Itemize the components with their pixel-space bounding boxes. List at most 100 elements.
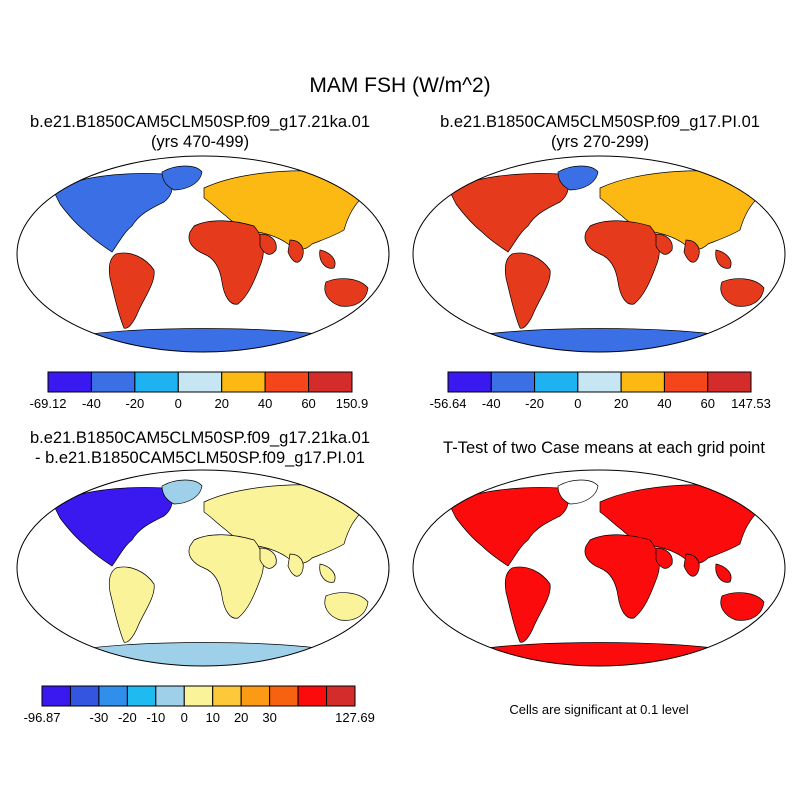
panel-ttest-title: T-Test of two Case means at each grid po…: [443, 439, 765, 457]
landmass-seAsia: [715, 563, 732, 583]
colorbar-swatch: [707, 371, 752, 393]
colorbar-label: 0: [574, 396, 581, 410]
landmass-australia: [324, 592, 369, 621]
landmass-greenland: [161, 165, 203, 191]
colorbar-swatch: [326, 685, 356, 707]
colorbar-case2: -56.64 -40 -20 0 20 40 60 147.53: [430, 371, 771, 410]
landmass-greenland: [557, 165, 599, 191]
landmass-southAmerica: [504, 252, 551, 329]
colorbar-label: 10: [205, 710, 219, 724]
colorbar-label: -96.87: [24, 710, 61, 724]
landmass-india: [287, 239, 304, 263]
colorbar-swatch: [134, 371, 179, 393]
colorbar-label: -10: [146, 710, 165, 724]
colorbar-swatch: [126, 685, 157, 707]
colorbar-label: -20: [118, 710, 137, 724]
panel-diff-title: b.e21.B1850CAM5CLM50SP.f09_g17.21ka.01 -…: [0, 428, 400, 468]
colorbar-label: -30: [90, 710, 109, 724]
landmass-arabia: [655, 547, 673, 569]
landmass-australia: [720, 592, 765, 621]
landmass-southAmerica: [108, 252, 155, 329]
figure-title: MAM FSH (W/m^2): [309, 74, 491, 97]
colorbar-label: 150.9: [336, 396, 369, 410]
colorbar-swatch: [447, 371, 492, 393]
map-border: [16, 155, 390, 353]
landmass-africa: [584, 220, 660, 305]
colorbar-label: 60: [301, 396, 315, 410]
landmass-seAsia: [319, 563, 336, 583]
colorbar-swatch: [240, 685, 271, 707]
colorbar-case1: -69.12 -40 -20 0 20 40 60 150.9: [30, 371, 369, 410]
colorbar-swatch: [69, 685, 100, 707]
landmass-seAsia: [715, 249, 732, 269]
landmass-northAmerica: [53, 173, 173, 253]
landmass-northAmerica: [449, 173, 569, 253]
colorbar-swatch: [221, 371, 266, 393]
landmass-africa: [188, 534, 264, 619]
panel-case2-title: b.e21.B1850CAM5CLM50SP.f09_g17.PI.01 (yr…: [400, 112, 800, 152]
colorbar-label: 127.69: [335, 710, 375, 724]
panel-diff-name: b.e21.B1850CAM5CLM50SP.f09_g17.21ka.01: [29, 429, 371, 447]
landmass-northAmerica: [449, 487, 569, 567]
panel-diff-subtitle: - b.e21.B1850CAM5CLM50SP.f09_g17.PI.01: [35, 449, 365, 467]
colorbar-swatch: [177, 371, 223, 393]
colorbar-swatch: [663, 371, 709, 393]
panel-case2-years: (yrs 270-299): [550, 133, 650, 151]
landmass-greenland: [557, 479, 599, 505]
colorbar-swatch: [534, 371, 579, 393]
landmass-arabia: [655, 233, 673, 255]
colorbar-label: 60: [700, 396, 714, 410]
landmass-antarctica: [77, 642, 331, 666]
map-diff: [16, 469, 390, 667]
colorbar-label: 0: [175, 396, 182, 410]
colorbar-label: -40: [82, 396, 101, 410]
landmass-greenland: [161, 479, 203, 505]
colorbar-swatch: [620, 371, 665, 393]
landmass-india: [287, 553, 304, 577]
map-border: [412, 469, 786, 667]
colorbar-label: 20: [214, 396, 228, 410]
colorbar-label: 40: [657, 396, 671, 410]
landmass-africa: [188, 220, 264, 305]
colorbar-swatch: [47, 371, 92, 393]
panel-case1-title: b.e21.B1850CAM5CLM50SP.f09_g17.21ka.01 (…: [0, 112, 400, 152]
colorbar-swatch: [308, 371, 353, 393]
colorbar-label: -20: [125, 396, 144, 410]
map-case2: [412, 155, 786, 353]
colorbar-label: 40: [258, 396, 272, 410]
landmass-arabia: [259, 547, 277, 569]
colorbar-label: -20: [525, 396, 544, 410]
landmass-antarctica: [77, 328, 331, 352]
colorbar-label: -40: [482, 396, 501, 410]
colorbar-swatch: [490, 371, 536, 393]
colorbar-label: -56.64: [430, 396, 467, 410]
landmass-southAmerica: [108, 566, 155, 643]
landmass-arabia: [259, 233, 277, 255]
colorbar-swatch: [577, 371, 622, 393]
colorbar-label: -69.12: [30, 396, 67, 410]
map-case1: [16, 155, 390, 353]
landmass-india: [683, 239, 700, 263]
colorbar-swatch: [183, 685, 214, 707]
colorbar-swatch: [41, 685, 71, 707]
landmass-southAmerica: [504, 566, 551, 643]
map-ttest: [412, 469, 786, 667]
colorbar-swatch: [264, 371, 310, 393]
colorbar-swatch: [90, 371, 136, 393]
landmass-antarctica: [473, 642, 727, 666]
landmass-northAmerica: [53, 487, 173, 567]
landmass-seAsia: [319, 249, 336, 269]
colorbar-label: 147.53: [731, 396, 771, 410]
colorbar-swatch: [269, 685, 299, 707]
landmass-australia: [324, 278, 369, 307]
colorbar-diff: -96.87 -30 -20 -10 0 10 20 30 127.69: [24, 685, 375, 724]
colorbar-swatch: [155, 685, 185, 707]
colorbar-swatch: [98, 685, 128, 707]
colorbar-swatch: [212, 685, 242, 707]
panel-case2-name: b.e21.B1850CAM5CLM50SP.f09_g17.PI.01: [440, 113, 760, 131]
landmass-australia: [720, 278, 765, 307]
colorbar-label: 30: [262, 710, 276, 724]
colorbar-swatch: [297, 685, 328, 707]
colorbar-label: 0: [181, 710, 188, 724]
landmass-antarctica: [473, 328, 727, 352]
